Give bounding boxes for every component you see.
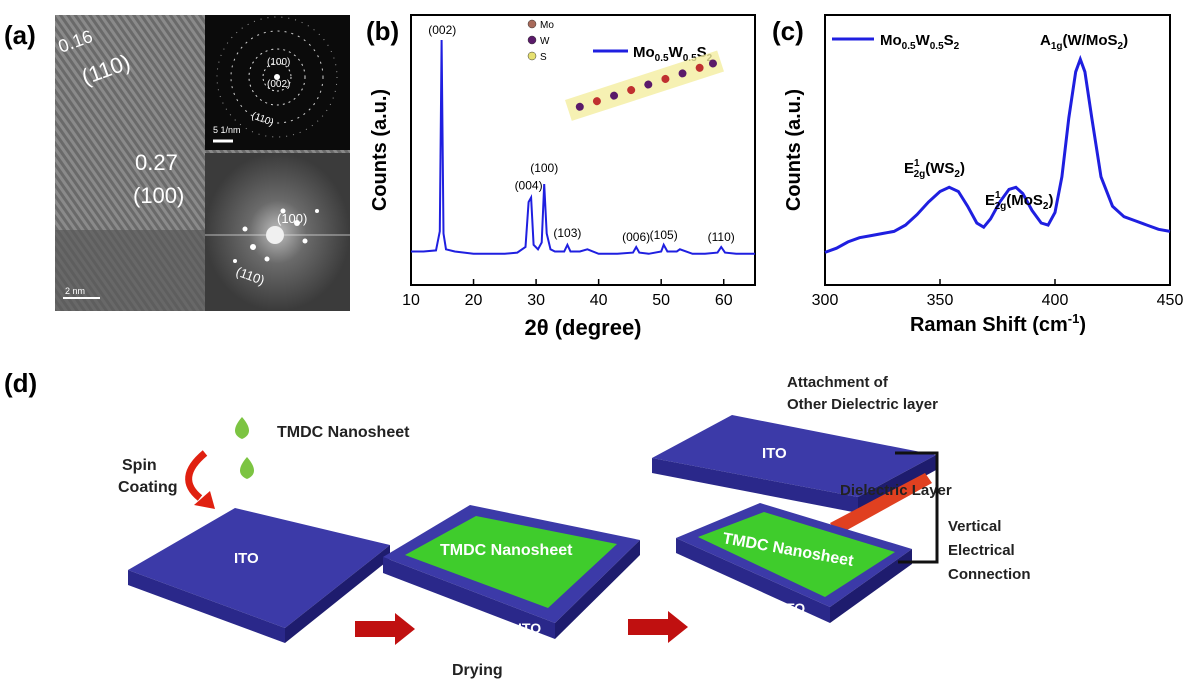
crystal-structure-inset (565, 50, 724, 121)
legend-s: S (540, 52, 547, 63)
legend-w: W (540, 36, 550, 47)
raman-chart: Counts (a.u.) Raman Shift (cm-1) 300 350 4… (783, 14, 1184, 336)
fft-inset: (100) (110) (205, 153, 350, 311)
panel-a-tem: 0.16 (110) 0.27 (100) 2 nm (100) (002) (… (55, 15, 350, 311)
tmdc-on-substrate-label: TMDC Nanosheet (440, 542, 573, 559)
xrd-peak-label: (004) (515, 179, 543, 193)
tmdc-film-bottom (698, 512, 895, 597)
attachment-label-line1: Attachment of (787, 374, 889, 391)
xrd-x-tick-label: 10 (402, 292, 420, 309)
raman-legend-label: Mo0.5W0.5S2 (880, 32, 960, 52)
raman-x-tick-label: 450 (1157, 292, 1184, 309)
xrd-x-tick-label: 60 (715, 292, 733, 309)
ito-substrate-1: ITO (128, 508, 390, 643)
raman-peak-e12g-ws2: E1 2g(WS2) (904, 158, 965, 180)
xrd-x-tick-label: 40 (590, 292, 608, 309)
xrd-x-axis-label: 2θ (degree) (524, 315, 641, 340)
xrd-x-tick-label: 50 (652, 292, 670, 309)
xrd-peak-label: (006) (622, 230, 650, 244)
panel-label-c: (c) (772, 16, 804, 46)
process-arrow-icon (355, 613, 415, 645)
ito-substrate-2: TMDC Nanosheet ITO (383, 505, 640, 639)
xrd-chart: Counts (a.u.) 2θ (degree) 10 20 30 40 50 60 M… (369, 14, 756, 340)
vertical-connection-wire (895, 451, 939, 564)
raman-peak-e12g-mos2: E1 2g(MoS2) (985, 190, 1053, 212)
raman-x-tick-label: 300 (812, 292, 839, 309)
panel-label-b: (b) (366, 16, 400, 46)
droplet-icon (240, 457, 254, 479)
vertical-label-line3: Connection (948, 566, 1031, 583)
xrd-plot-frame (410, 14, 756, 286)
raman-x-tick-label: 400 (1042, 292, 1069, 309)
ito-top-label: ITO (762, 445, 787, 462)
attachment-label-line2: Other Dielectric layer (787, 396, 938, 413)
panel-label-a: (a) (4, 20, 36, 50)
legend-mo: Mo (540, 20, 554, 31)
spin-label: Spin (122, 457, 157, 474)
tmdc-film-2 (405, 516, 617, 608)
raman-x-tick-label: 350 (927, 292, 954, 309)
ito-label-2: ITO (518, 620, 541, 636)
raman-plot-frame (824, 14, 1171, 286)
xrd-peak-label: (100) (530, 161, 558, 175)
vertical-label-line1: Vertical (948, 518, 1001, 535)
xrd-peak-label: (110) (708, 230, 735, 244)
ito-bottom-label: ITO (782, 600, 805, 616)
raman-y-axis-label: Counts (a.u.) (783, 89, 805, 211)
dielectric-layer-label: Dielectric Layer (840, 482, 952, 499)
process-arrow-icon (628, 611, 688, 643)
tem-scale-bar: 2 nm (65, 286, 85, 296)
crystal-structure-legend: Mo W S (527, 19, 554, 63)
panel-d-schematic: TMDC Nanosheet Spin Coating ITO TMDC Nan… (118, 374, 1031, 679)
tem-plane-2: (100) (133, 183, 184, 208)
droplet-icon (235, 417, 249, 439)
spin-arrow-icon (185, 450, 208, 501)
xrd-peak-label: (002) (428, 23, 456, 37)
xrd-peak-label: (105) (650, 228, 678, 242)
xrd-peak-label: (103) (553, 226, 581, 240)
xrd-series-line (411, 39, 755, 255)
coating-label: Coating (118, 479, 178, 496)
raman-legend: Mo0.5W0.5S2 (832, 32, 960, 52)
tmdc-nanosheet-label: TMDC Nanosheet (277, 424, 410, 441)
xrd-x-tick-label: 30 (527, 292, 545, 309)
panel-label-d: (d) (4, 368, 38, 398)
drying-label: Drying (452, 662, 503, 679)
xrd-x-tick-label: 20 (465, 292, 483, 309)
saed-inset: (100) (002) (110) 5 1/nm (205, 15, 350, 150)
raman-x-axis-label: Raman Shift (cm-1) (910, 311, 1086, 336)
xrd-y-axis-label: Counts (a.u.) (369, 89, 391, 211)
bottom-ito-plate: TMDC Nanosheet ITO (676, 503, 912, 623)
vertical-label-line2: Electrical (948, 542, 1015, 559)
raman-peak-a1g: A1g(W/MoS2) (1040, 32, 1128, 52)
saed-ring-002: (002) (267, 79, 290, 90)
fft-spot-100: (100) (277, 211, 307, 226)
tem-spacing-2: 0.27 (135, 150, 178, 175)
dielectric-layer-block (830, 473, 932, 535)
saed-ring-100: (100) (267, 57, 290, 68)
raman-series-line (824, 54, 1171, 254)
ito-label-1: ITO (234, 550, 259, 567)
saed-scale: 5 1/nm (213, 125, 241, 135)
